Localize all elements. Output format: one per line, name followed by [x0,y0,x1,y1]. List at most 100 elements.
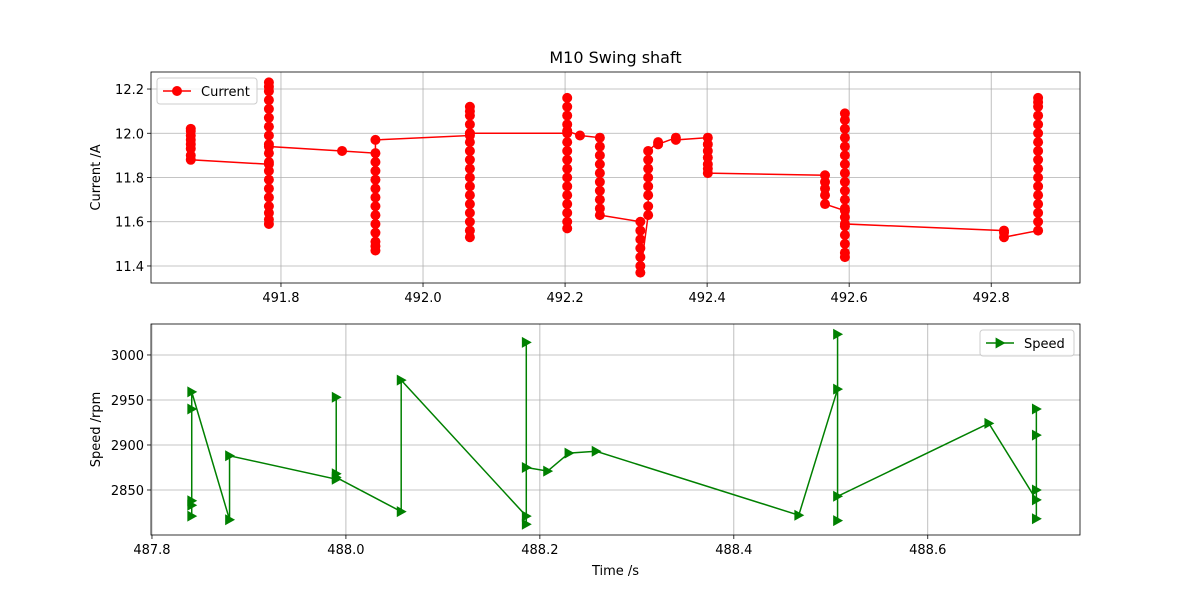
data-point [263,112,274,123]
data-point [263,192,274,203]
data-point [635,225,646,236]
data-point [464,163,475,174]
y-tick-label: 12.0 [115,127,144,142]
chart-title: M10 Swing shaft [549,48,681,67]
data-point [594,210,605,221]
x-tick-label: 488.2 [521,543,558,558]
data-point [1033,225,1044,236]
data-point [643,154,654,165]
x-tick-label: 492.8 [973,291,1010,306]
data-point [187,386,198,398]
data-point [643,163,654,174]
data-point [225,450,236,462]
y-tick-label: 2850 [111,484,144,499]
data-point [594,176,605,187]
data-point [370,218,381,229]
data-point [820,190,831,201]
y-tick-label: 11.8 [115,172,144,187]
y-axis-label: Current /A [89,144,104,210]
data-point [263,95,274,106]
data-point [839,123,850,134]
data-point [1031,484,1042,496]
data-point [833,383,844,395]
y-tick-label: 11.4 [115,260,144,275]
x-tick-label: 488.4 [715,543,752,558]
data-point [562,207,573,218]
data-point [643,181,654,192]
data-point [263,174,274,185]
x-tick-label: 492.0 [404,291,441,306]
data-point [839,252,850,263]
data-point [370,157,381,168]
y-tick-label: 3000 [111,349,144,364]
data-point [562,137,573,148]
data-point [225,514,236,526]
data-point [839,150,850,161]
legend-box [156,77,258,105]
data-point [643,145,654,156]
y-tick-label: 2900 [111,439,144,454]
axes-frame [150,71,1081,284]
data-point [635,243,646,254]
data-point [1033,199,1044,210]
data-point [562,216,573,227]
data-point [670,134,681,145]
data-point [839,185,850,196]
data-point [263,183,274,194]
data-point [562,101,573,112]
data-point [543,465,554,477]
y-axis-label: Speed /rpm [89,392,104,468]
data-point [839,114,850,125]
data-point [635,252,646,263]
data-point [839,141,850,152]
data-point [370,245,381,256]
data-point [521,510,532,522]
data-point [594,185,605,196]
data-point [1033,145,1044,156]
data-point [464,181,475,192]
data-point [1033,163,1044,174]
legend-label: Speed [1024,337,1065,352]
data-point [370,165,381,176]
data-point [794,509,805,521]
data-point [653,139,664,150]
data-point [591,445,602,457]
data-point [562,199,573,210]
data-point [1033,181,1044,192]
data-point [562,172,573,183]
y-tick-label: 11.6 [115,216,144,231]
data-point [1031,429,1042,441]
data-point [396,374,407,386]
data-point [562,126,573,137]
data-point [562,181,573,192]
data-point [1033,190,1044,201]
data-point [1031,494,1042,506]
data-point [1033,128,1044,139]
data-point [839,168,850,179]
y-tick-label: 12.2 [115,83,144,98]
data-point [464,145,475,156]
data-point [1031,513,1042,525]
data-point [1033,92,1044,103]
data-point [594,141,605,152]
data-point [1033,137,1044,148]
data-point [839,203,850,214]
data-point [464,207,475,218]
data-point [521,518,532,530]
data-point [1031,403,1042,415]
data-point [562,190,573,201]
data-point [594,132,605,143]
x-tick-label: 492.6 [831,291,868,306]
x-tick-label: 488.6 [909,543,946,558]
x-tick-label: 488.0 [327,543,364,558]
data-point [1033,119,1044,130]
data-point [331,471,342,483]
data-point [833,490,844,502]
data-point [1033,216,1044,227]
data-point [562,92,573,103]
data-point [370,192,381,203]
x-tick-label: 491.8 [262,291,299,306]
data-point [263,121,274,132]
data-point [370,227,381,238]
data-point [370,210,381,221]
